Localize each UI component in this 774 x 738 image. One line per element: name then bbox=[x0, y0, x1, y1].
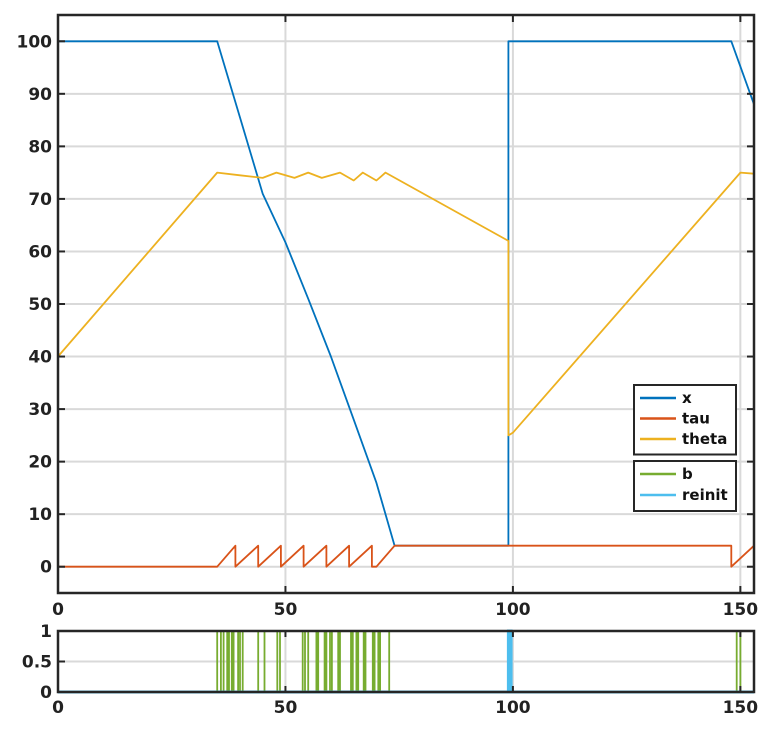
x-tick-label-150: 150 bbox=[723, 600, 759, 620]
y-tick-label-40: 40 bbox=[28, 348, 52, 368]
y-tick-label-100: 100 bbox=[17, 32, 53, 52]
y-tick-label-90: 90 bbox=[28, 85, 52, 105]
series-line-theta bbox=[57, 171, 755, 437]
y-tick-label-80: 80 bbox=[28, 137, 52, 157]
series-line-tau bbox=[58, 544, 755, 568]
legend-label-x: x bbox=[682, 389, 692, 407]
x-tick-label-50: 50 bbox=[274, 600, 298, 620]
legend-label-b: b bbox=[682, 465, 693, 483]
bottom-y-tick-label-0: 0 bbox=[40, 683, 52, 703]
main-axes-grid bbox=[58, 15, 754, 593]
x-tick-label-100: 100 bbox=[495, 600, 531, 620]
bottom-x-tick-label-0: 0 bbox=[52, 698, 64, 718]
y-tick-label-0: 0 bbox=[40, 558, 52, 578]
bottom-x-tick-label-50: 50 bbox=[274, 698, 298, 718]
main-axes-ticks: 0 50 100 150 0 10 20 30 40 50 60 70 80 90 100 bbox=[17, 15, 759, 620]
legend-label-reinit: reinit bbox=[682, 486, 728, 504]
bottom-x-tick-label-100: 100 bbox=[495, 698, 531, 718]
bottom-x-tick-label-150: 150 bbox=[723, 698, 759, 718]
bottom-y-tick-label-1: 1 bbox=[40, 622, 52, 642]
main-axes: 0 50 100 150 0 10 20 30 40 50 60 70 80 90 100 x tau thet… bbox=[17, 13, 759, 620]
y-tick-label-50: 50 bbox=[28, 295, 52, 315]
legend-box-2 bbox=[633, 460, 737, 512]
series-line-x bbox=[58, 40, 755, 547]
y-tick-label-60: 60 bbox=[28, 242, 52, 262]
x-tick-label-0: 0 bbox=[52, 600, 64, 620]
main-axes-series bbox=[57, 40, 755, 568]
y-tick-label-10: 10 bbox=[28, 505, 52, 525]
y-tick-label-30: 30 bbox=[28, 400, 52, 420]
bottom-y-tick-label-0-5: 0.5 bbox=[22, 653, 52, 673]
legend-label-tau: tau bbox=[682, 410, 710, 428]
legend-label-theta: theta bbox=[682, 430, 727, 448]
bottom-axes: 0 50 100 150 0 0.5 1 bbox=[22, 622, 758, 718]
y-tick-label-20: 20 bbox=[28, 453, 52, 473]
bottom-axes-ticks: 0 50 100 150 0 0.5 1 bbox=[22, 622, 758, 718]
y-tick-label-70: 70 bbox=[28, 190, 52, 210]
main-legend: x tau theta b reinit bbox=[633, 384, 737, 512]
